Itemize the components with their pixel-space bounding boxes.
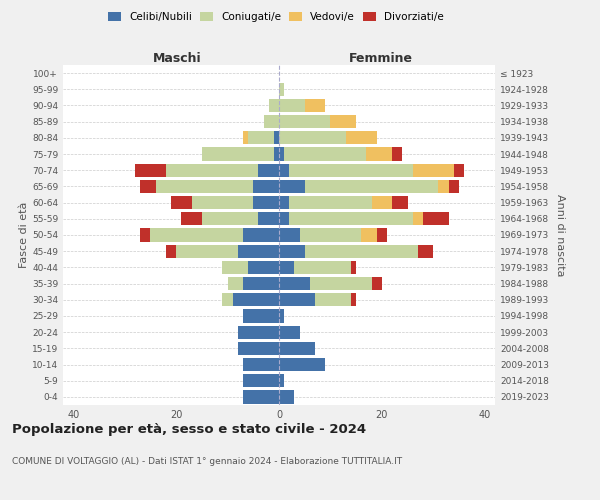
Bar [253,180,279,193]
Bar [305,180,439,193]
Bar [392,148,403,160]
Bar [279,82,284,96]
Bar [248,131,274,144]
Bar [166,164,259,177]
Bar [248,260,279,274]
Bar [351,293,356,306]
Bar [279,131,346,144]
Y-axis label: Anni di nascita: Anni di nascita [554,194,565,276]
Bar [279,244,305,258]
Bar [454,164,464,177]
Bar [274,148,279,160]
Bar [377,228,387,241]
Bar [279,310,284,322]
Bar [279,326,299,339]
Bar [279,148,284,160]
Bar [191,196,253,209]
Bar [279,358,325,371]
Bar [351,260,356,274]
Bar [279,228,299,241]
Bar [279,164,289,177]
Bar [238,244,279,258]
Bar [331,115,356,128]
Text: Popolazione per età, sesso e stato civile - 2024: Popolazione per età, sesso e stato civil… [12,422,366,436]
Bar [279,277,310,290]
Bar [135,164,166,177]
Bar [279,99,305,112]
Bar [227,277,243,290]
Bar [223,293,233,306]
Bar [305,99,325,112]
Bar [284,148,367,160]
Bar [361,228,377,241]
Text: Maschi: Maschi [153,52,202,65]
Text: COMUNE DI VOLTAGGIO (AL) - Dati ISTAT 1° gennaio 2024 - Elaborazione TUTTITALIA.: COMUNE DI VOLTAGGIO (AL) - Dati ISTAT 1°… [12,458,402,466]
Bar [176,244,238,258]
Bar [238,326,279,339]
Text: Femmine: Femmine [349,52,413,65]
Bar [279,293,315,306]
Bar [243,374,279,388]
Bar [295,260,351,274]
Bar [243,390,279,404]
Bar [418,244,433,258]
Bar [289,212,413,226]
Bar [423,212,449,226]
Bar [155,180,253,193]
Bar [202,148,274,160]
Bar [289,164,413,177]
Bar [243,358,279,371]
Bar [371,196,392,209]
Bar [202,212,259,226]
Bar [279,260,295,274]
Bar [289,196,371,209]
Bar [243,131,248,144]
Bar [279,374,284,388]
Bar [259,212,279,226]
Bar [243,277,279,290]
Bar [166,244,176,258]
Bar [449,180,459,193]
Bar [439,180,449,193]
Bar [346,131,377,144]
Bar [279,342,315,355]
Bar [263,115,279,128]
Bar [279,115,331,128]
Bar [223,260,248,274]
Bar [299,228,361,241]
Bar [140,180,155,193]
Bar [392,196,407,209]
Bar [413,164,454,177]
Bar [367,148,392,160]
Bar [279,180,305,193]
Bar [413,212,423,226]
Bar [253,196,279,209]
Bar [233,293,279,306]
Bar [243,310,279,322]
Bar [310,277,371,290]
Bar [171,196,191,209]
Bar [269,99,279,112]
Bar [279,390,295,404]
Bar [181,212,202,226]
Bar [259,164,279,177]
Y-axis label: Fasce di età: Fasce di età [19,202,29,268]
Bar [140,228,151,241]
Bar [243,228,279,241]
Bar [305,244,418,258]
Bar [279,212,289,226]
Legend: Celibi/Nubili, Coniugati/e, Vedovi/e, Divorziati/e: Celibi/Nubili, Coniugati/e, Vedovi/e, Di… [104,8,448,26]
Bar [315,293,351,306]
Bar [238,342,279,355]
Bar [151,228,243,241]
Bar [279,196,289,209]
Bar [274,131,279,144]
Bar [371,277,382,290]
